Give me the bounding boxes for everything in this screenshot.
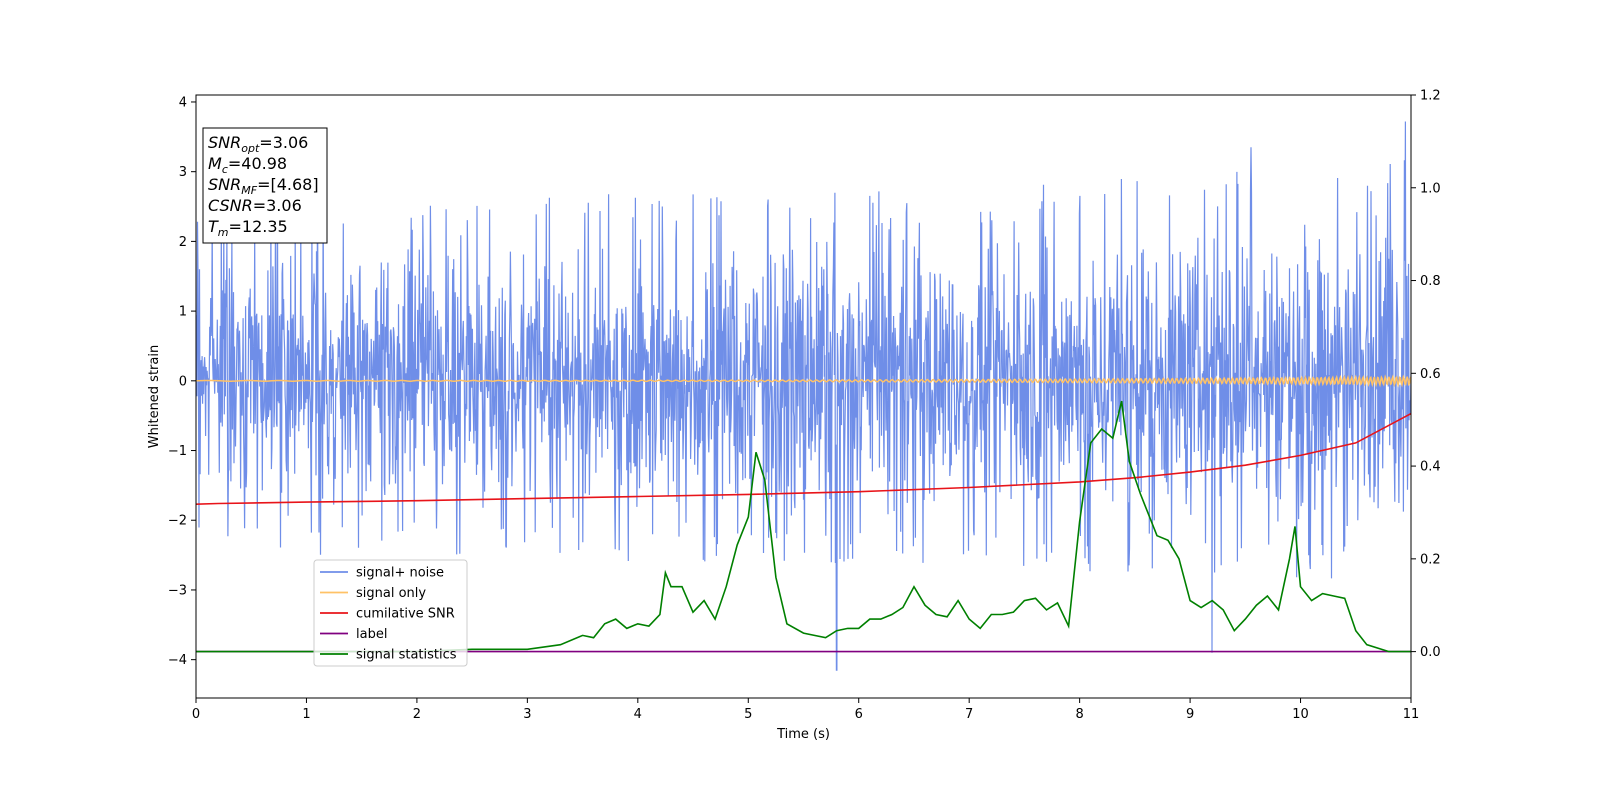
y-axis-label: Whitened strain — [147, 345, 162, 448]
series-cumulative-snr — [196, 412, 1411, 505]
info-line: CSNR=3.06 — [208, 196, 302, 215]
x-tick-label: 3 — [523, 707, 531, 722]
y-tick-label: −3 — [168, 583, 187, 598]
legend-label: cumilative SNR — [356, 607, 455, 622]
y-tick-label: −1 — [168, 444, 187, 459]
y-tick-label: 1 — [179, 305, 187, 320]
info-annotation-box: SNRopt=3.06Mc=40.98SNRMF=[4.68]CSNR=3.06… — [202, 127, 328, 244]
x-tick-label: 10 — [1292, 707, 1309, 722]
legend-label: signal+ noise — [356, 566, 444, 581]
x-tick-label: 4 — [634, 707, 642, 722]
y-tick-label: 4 — [179, 95, 187, 110]
x-tick-label: 1 — [302, 707, 310, 722]
info-line: Tm=12.35 — [208, 217, 288, 239]
info-line: SNRMF=[4.68] — [208, 175, 319, 197]
y2-tick-label: 0.8 — [1420, 274, 1441, 289]
info-line: SNRopt=3.06 — [208, 133, 308, 155]
x-tick-label: 0 — [192, 707, 200, 722]
x-tick-label: 5 — [744, 707, 752, 722]
y-tick-label: −2 — [168, 514, 187, 529]
y2-tick-label: 1.2 — [1420, 89, 1441, 104]
axes-layer: 0 1 2 3 4 5 6 7 8 9 10 1143210−1−2−3−41.21.00.80.60… — [168, 89, 1441, 723]
y-tick-label: 2 — [179, 235, 187, 250]
x-tick-label: 9 — [1186, 707, 1194, 722]
info-line: Mc=40.98 — [208, 154, 287, 176]
y2-tick-label: 0.4 — [1420, 460, 1441, 475]
x-axis-label: Time (s) — [776, 727, 830, 742]
legend-frame — [313, 559, 468, 667]
info-box-frame — [202, 127, 328, 244]
x-tick-label: 7 — [965, 707, 973, 722]
plot-frame — [195, 94, 1412, 699]
series-signal-statistics — [196, 400, 1411, 653]
y-tick-label: −4 — [168, 653, 187, 668]
x-tick-label: 11 — [1403, 707, 1420, 722]
legend: signal+ noise signal only cumilative SNR la… — [313, 559, 468, 667]
y2-tick-label: 1.0 — [1420, 181, 1441, 196]
y-tick-label: 3 — [179, 165, 187, 180]
series-signal-noise — [196, 121, 1411, 671]
series-signal-only — [196, 374, 1411, 388]
y2-tick-label: 0.2 — [1420, 552, 1441, 567]
x-tick-label: 8 — [1075, 707, 1083, 722]
legend-label: signal only — [356, 586, 426, 601]
legend-label: label — [356, 627, 387, 642]
y2-tick-label: 0.6 — [1420, 367, 1441, 382]
legend-label: signal statistics — [356, 648, 457, 663]
x-tick-label: 6 — [855, 707, 863, 722]
y2-tick-label: 0.0 — [1420, 645, 1441, 660]
x-tick-label: 2 — [413, 707, 421, 722]
y-tick-label: 0 — [179, 374, 187, 389]
